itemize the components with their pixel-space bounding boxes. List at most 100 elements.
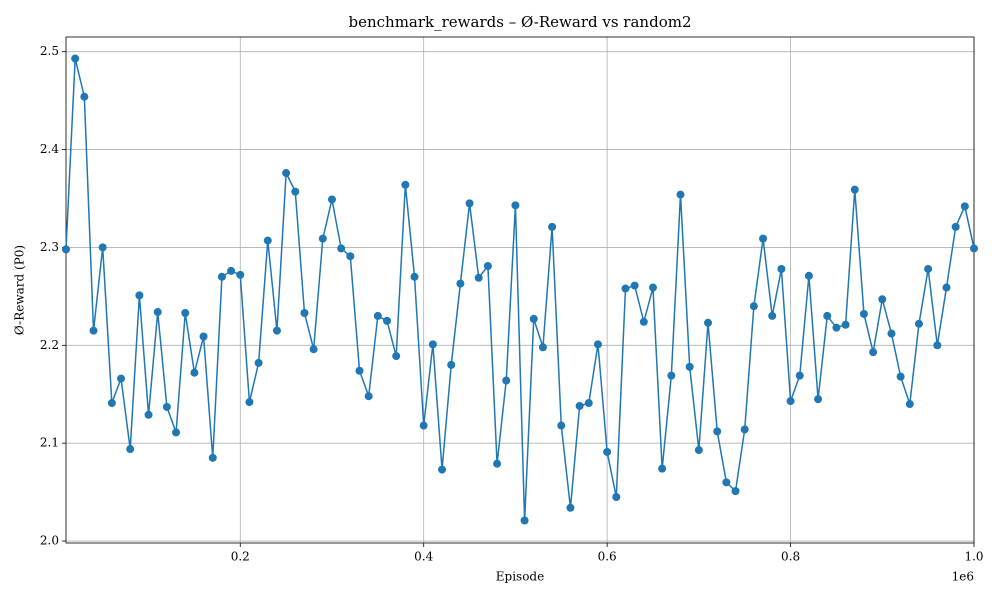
data-point (291, 187, 300, 196)
data-point (933, 341, 942, 350)
y-tick-label: 2.3 (40, 240, 59, 254)
data-point (162, 402, 171, 411)
data-point (584, 399, 593, 408)
data-point (383, 316, 392, 325)
data-point (878, 295, 887, 304)
data-point (887, 329, 896, 338)
data-point (153, 308, 162, 317)
data-point (401, 180, 410, 189)
data-point (593, 340, 602, 349)
data-point (309, 345, 318, 354)
chart-title: benchmark_rewards – Ø-Reward vs random2 (349, 13, 692, 31)
data-point (410, 272, 419, 281)
data-point (529, 314, 538, 323)
data-point (630, 281, 639, 290)
data-point (355, 366, 364, 375)
data-point (713, 427, 722, 436)
data-point (199, 332, 208, 341)
data-point (749, 302, 758, 311)
data-point (346, 252, 355, 261)
data-point (373, 311, 382, 320)
data-point (740, 425, 749, 434)
y-tick-label: 2.1 (40, 436, 59, 450)
data-point (474, 273, 483, 282)
data-point (538, 343, 547, 352)
data-point (392, 352, 401, 361)
data-point (548, 222, 557, 231)
data-point (62, 245, 70, 254)
data-point (428, 340, 437, 349)
data-point (327, 195, 336, 204)
x-tick-label: 1.0 (964, 550, 983, 564)
data-point (107, 399, 116, 408)
data-point (80, 92, 89, 101)
data-point (859, 309, 868, 318)
data-point (914, 319, 923, 328)
x-tick-label: 0.4 (414, 550, 433, 564)
data-point (272, 326, 281, 335)
data-point (841, 320, 850, 329)
data-point (905, 400, 914, 409)
data-point (667, 371, 676, 380)
x-tick-label: 0.2 (231, 550, 250, 564)
data-point (850, 185, 859, 194)
data-point (117, 374, 126, 383)
data-point (951, 222, 960, 231)
data-point (493, 459, 502, 468)
data-point (502, 376, 511, 385)
data-point (364, 392, 373, 401)
data-point (970, 244, 978, 253)
y-axis-label: Ø-Reward (P0) (13, 245, 27, 335)
data-point (135, 291, 144, 300)
x-tick-label: 0.8 (781, 550, 800, 564)
data-point (217, 272, 226, 281)
data-point (447, 360, 456, 369)
data-point (483, 262, 492, 271)
data-point (658, 464, 667, 473)
data-point (694, 446, 703, 455)
data-point (823, 311, 832, 320)
data-point (282, 169, 291, 178)
data-point (648, 283, 657, 292)
data-point (172, 428, 181, 437)
data-point (621, 284, 630, 293)
data-point (89, 326, 98, 335)
y-tick-label: 2.2 (40, 338, 59, 352)
data-point (227, 266, 236, 275)
data-point (685, 362, 694, 371)
y-tick-label: 2.4 (40, 142, 59, 156)
data-point (676, 190, 685, 199)
data-point (924, 264, 933, 273)
data-point (832, 323, 841, 332)
data-point (511, 201, 520, 210)
data-point (896, 372, 905, 381)
data-point (300, 309, 309, 317)
data-point (795, 371, 804, 380)
data-point (603, 447, 612, 456)
data-point (768, 311, 777, 320)
data-point (612, 493, 621, 501)
x-offset-label: 1e6 (952, 570, 974, 584)
data-point (126, 445, 135, 454)
data-point (190, 368, 199, 377)
data-point (465, 199, 474, 208)
x-axis-label: Episode (496, 570, 544, 584)
data-point (960, 202, 969, 211)
data-point (456, 279, 465, 288)
y-tick-label: 2.5 (40, 44, 59, 58)
data-point (419, 421, 428, 430)
data-point (566, 503, 575, 512)
data-point (236, 270, 245, 279)
data-point (318, 234, 327, 243)
data-point (98, 243, 107, 252)
data-point (337, 244, 346, 253)
data-point (759, 234, 768, 243)
data-point (869, 348, 878, 357)
data-point (208, 453, 217, 462)
data-point (731, 487, 740, 496)
data-point (438, 465, 447, 474)
data-point (942, 283, 951, 292)
data-point (639, 317, 648, 326)
data-point (263, 236, 272, 245)
